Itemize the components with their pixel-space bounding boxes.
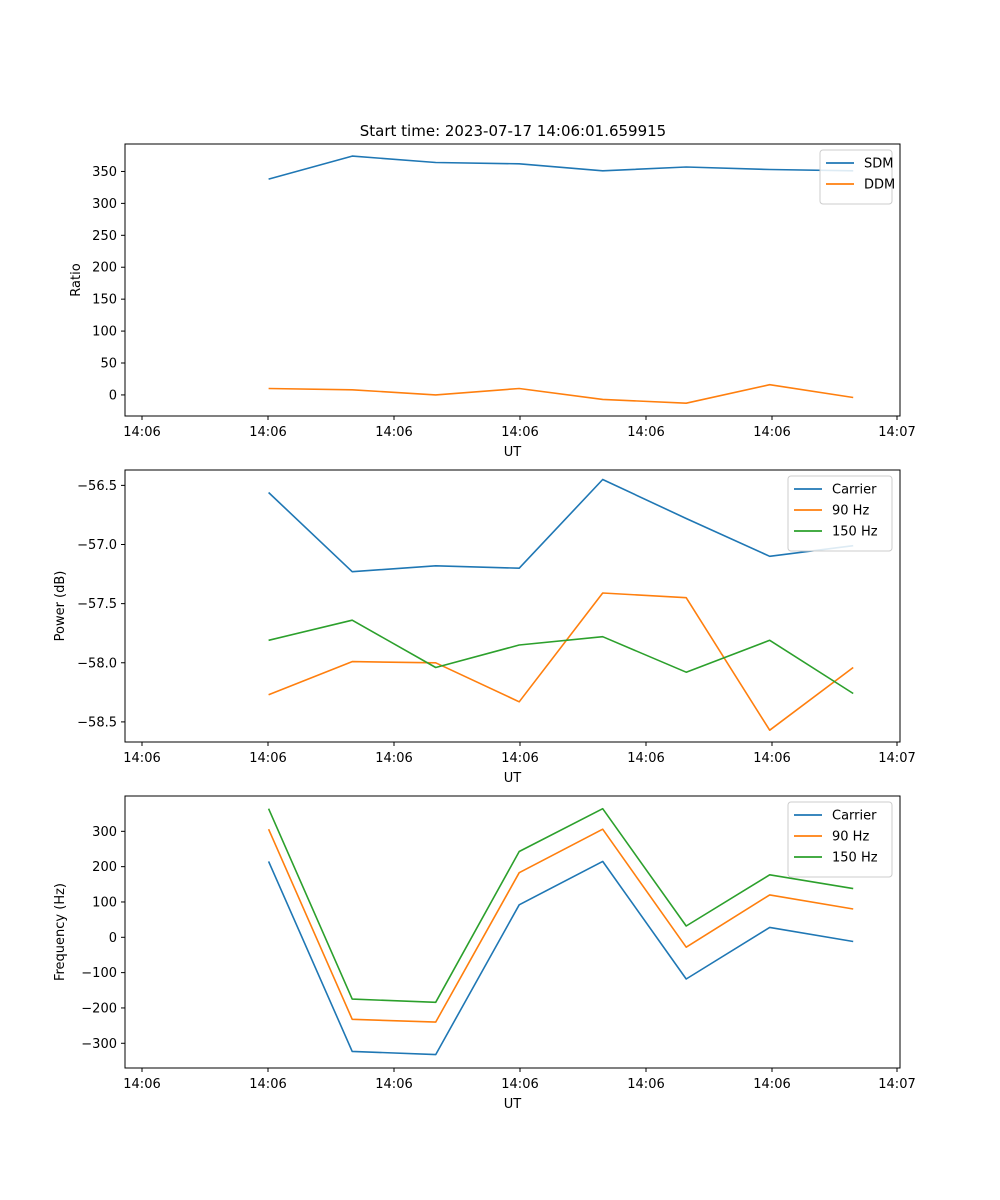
series-line-90-hz bbox=[268, 592, 854, 732]
x-axis-label: UT bbox=[504, 445, 522, 460]
y-tick-label: 350 bbox=[92, 165, 117, 180]
y-axis-label: Ratio bbox=[69, 263, 84, 296]
x-tick-label: 14:06 bbox=[501, 1077, 538, 1092]
legend-label: 90 Hz bbox=[832, 504, 869, 519]
series-line-carrier bbox=[267, 860, 854, 1056]
y-tick-label: 200 bbox=[92, 261, 117, 276]
y-tick-label: 200 bbox=[92, 860, 117, 875]
y-tick-label: 0 bbox=[109, 931, 117, 946]
x-tick-label: 14:06 bbox=[753, 751, 790, 766]
x-tick-label: 14:06 bbox=[501, 425, 538, 440]
legend: Carrier 90 Hz 150 Hz bbox=[787, 801, 893, 878]
legend-label: 90 Hz bbox=[832, 830, 869, 845]
subplot-1: 14:06 14:06 14:06 14:06 14:06 14:06 14:07 UT 0 50… bbox=[69, 143, 916, 460]
legend-label: 150 Hz bbox=[832, 851, 878, 866]
x-tick-label: 14:06 bbox=[627, 751, 664, 766]
y-tick-label: −200 bbox=[81, 1001, 117, 1016]
x-tick-label: 14:06 bbox=[375, 751, 412, 766]
x-tick-label: 14:07 bbox=[878, 751, 915, 766]
series-line-sdm bbox=[268, 155, 854, 180]
series-line-90-hz bbox=[267, 828, 854, 1023]
axes-frame bbox=[124, 469, 901, 743]
y-tick-label: −57.5 bbox=[77, 597, 117, 612]
x-tick-label: 14:07 bbox=[878, 1077, 915, 1092]
legend-label: 150 Hz bbox=[832, 525, 878, 540]
x-tick-label: 14:06 bbox=[123, 1077, 160, 1092]
x-tick-label: 14:06 bbox=[753, 1077, 790, 1092]
series-line-carrier bbox=[268, 478, 854, 573]
legend-label: SDM bbox=[864, 157, 893, 172]
axes-frame bbox=[124, 795, 901, 1069]
y-tick-label: −56.5 bbox=[77, 479, 117, 494]
legend-label: Carrier bbox=[832, 483, 877, 498]
y-tick-label: −300 bbox=[81, 1037, 117, 1052]
x-tick-label: 14:06 bbox=[249, 1077, 286, 1092]
legend-box bbox=[787, 475, 893, 552]
y-tick-label: −57.0 bbox=[77, 538, 117, 553]
y-tick-label: −58.0 bbox=[77, 656, 117, 671]
x-tick-label: 14:06 bbox=[249, 425, 286, 440]
x-tick-label: 14:06 bbox=[249, 751, 286, 766]
subplot-3: 14:06 14:06 14:06 14:06 14:06 14:06 14:07 UT 300… bbox=[53, 795, 916, 1112]
series-line-150-hz bbox=[267, 807, 854, 1004]
x-tick-label: 14:06 bbox=[753, 425, 790, 440]
series-line-150-hz bbox=[268, 619, 854, 695]
x-tick-label: 14:06 bbox=[123, 425, 160, 440]
x-tick-label: 14:06 bbox=[375, 1077, 412, 1092]
x-tick-label: 14:06 bbox=[627, 425, 664, 440]
y-tick-label: −100 bbox=[81, 966, 117, 981]
x-tick-label: 14:07 bbox=[878, 425, 915, 440]
x-tick-label: 14:06 bbox=[123, 751, 160, 766]
y-tick-label: 100 bbox=[92, 895, 117, 910]
legend: Carrier 90 Hz 150 Hz bbox=[787, 475, 893, 552]
y-axis-label: Frequency (Hz) bbox=[53, 883, 68, 981]
legend-box bbox=[787, 801, 893, 878]
y-tick-label: 300 bbox=[92, 197, 117, 212]
y-tick-label: 100 bbox=[92, 325, 117, 340]
y-tick-label: −58.5 bbox=[77, 715, 117, 730]
legend-label: Carrier bbox=[832, 809, 877, 824]
subplot-2: 14:06 14:06 14:06 14:06 14:06 14:06 14:07 UT −56… bbox=[53, 469, 916, 786]
series-line-ddm bbox=[268, 383, 854, 405]
x-tick-label: 14:06 bbox=[501, 751, 538, 766]
x-tick-label: 14:06 bbox=[375, 425, 412, 440]
chart-title: Start time: 2023-07-17 14:06:01.659915 bbox=[360, 122, 666, 140]
x-axis-label: UT bbox=[504, 1097, 522, 1112]
y-tick-label: 250 bbox=[92, 229, 117, 244]
y-tick-label: 300 bbox=[92, 825, 117, 840]
x-tick-label: 14:06 bbox=[627, 1077, 664, 1092]
y-tick-label: 0 bbox=[109, 388, 117, 403]
y-tick-label: 50 bbox=[100, 357, 117, 372]
y-tick-label: 150 bbox=[92, 293, 117, 308]
axes-frame bbox=[124, 143, 901, 417]
x-axis-label: UT bbox=[504, 771, 522, 786]
legend-label: DDM bbox=[864, 178, 895, 193]
y-axis-label: Power (dB) bbox=[53, 571, 68, 642]
legend: SDM DDM bbox=[819, 149, 895, 205]
